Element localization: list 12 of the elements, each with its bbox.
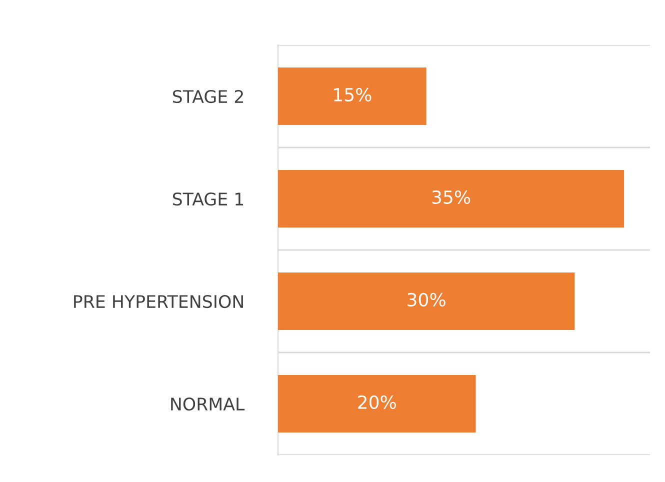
bar: [278, 272, 575, 330]
y-tick-label: PRE HYPERTENSION: [74, 294, 243, 308]
y-tick-label: STAGE 2: [172, 90, 243, 104]
data-label: 30%: [408, 292, 446, 306]
bar: [278, 170, 624, 228]
data-label: 20%: [358, 395, 396, 409]
bar: [278, 375, 476, 432]
data-label: 35%: [432, 190, 470, 204]
data-label: 15%: [334, 88, 372, 102]
y-tick-label: STAGE 1: [172, 192, 244, 206]
bar: [278, 68, 426, 125]
y-tick-label: NORMAL: [171, 397, 245, 411]
